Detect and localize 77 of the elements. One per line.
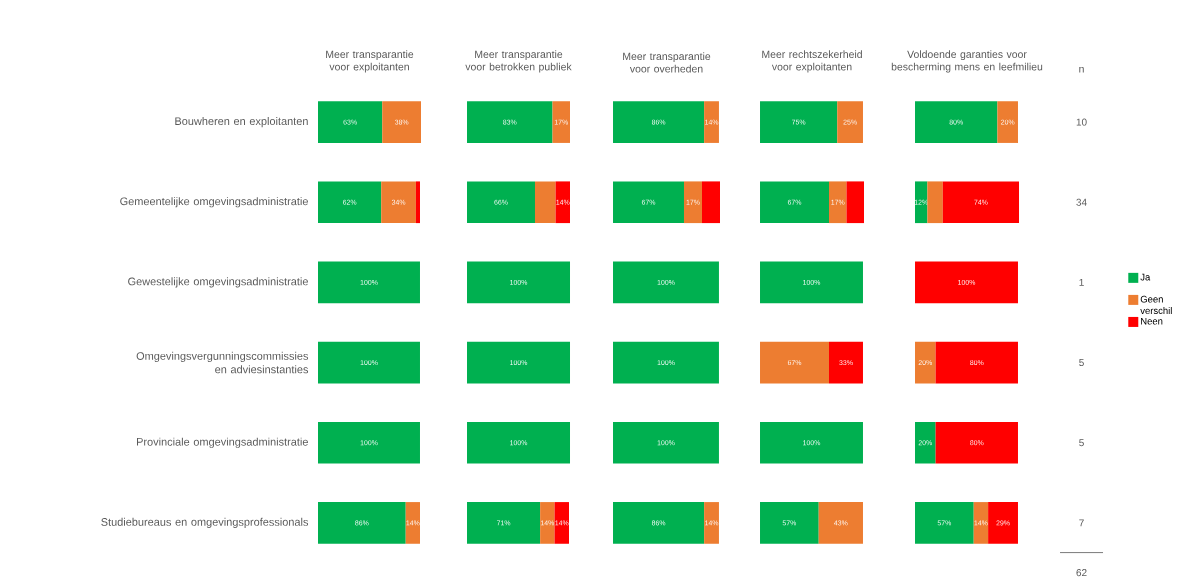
bar [683, 181, 702, 224]
bar [760, 261, 863, 304]
text: n [1079, 66, 1084, 73]
bar [467, 261, 571, 304]
bar [467, 421, 571, 464]
bar [760, 421, 863, 464]
y-tick-label: Bouwheren en exploitanten [175, 116, 308, 128]
bar [829, 181, 847, 224]
bar [318, 261, 420, 304]
bar [704, 502, 719, 544]
bar [760, 181, 829, 224]
bar [915, 421, 936, 464]
chart-title: Meer transparantie voor betrokken publiek [465, 50, 572, 73]
bar [382, 101, 421, 143]
bar [760, 341, 829, 384]
bar [467, 101, 553, 143]
legend-label: Neen [1141, 317, 1163, 325]
bar [613, 101, 705, 143]
bar [467, 181, 535, 224]
data-label: 10 [1076, 118, 1087, 126]
y-tick-label: Provinciale omgevingsadministratie [137, 437, 308, 448]
bar [381, 181, 416, 224]
bar [760, 101, 838, 143]
bar [704, 101, 719, 143]
bar [415, 181, 420, 224]
y-tick-label: Gewestelijke omgevingsadministratie [128, 277, 308, 288]
bar [915, 261, 1018, 304]
bar [935, 341, 1018, 384]
bar [540, 502, 555, 544]
bar [467, 341, 571, 384]
text: 62 [1076, 569, 1087, 577]
bar [818, 502, 863, 544]
bar [405, 502, 420, 544]
bar [613, 421, 719, 464]
bar [935, 421, 1018, 464]
bar [702, 181, 721, 224]
bar [997, 101, 1018, 143]
bar [915, 502, 974, 544]
bar [927, 181, 943, 224]
y-tick-label: Gemeentelijke omgevingsadministratie [120, 197, 308, 208]
bar [318, 341, 420, 384]
chart-title: Meer transparantie voor overheden [623, 52, 711, 73]
data-label: 5 [1079, 359, 1084, 367]
bar [555, 181, 571, 224]
data-label: 1 [1079, 278, 1084, 286]
chart-title: Meer transparantie voor exploitanten [326, 50, 414, 73]
bar [829, 341, 863, 384]
bar [613, 502, 705, 544]
chart-title: Voldoende garanties voor bescherming mens en leefmilieu [891, 50, 1043, 73]
legend-label: Geen verschil [1140, 295, 1172, 315]
bar [942, 181, 1020, 224]
data-label: 7 [1079, 519, 1084, 527]
bar [318, 502, 406, 544]
bar [318, 101, 383, 143]
bar [988, 502, 1018, 544]
bar [613, 341, 719, 384]
bar [915, 181, 928, 224]
bar [318, 421, 420, 464]
bar [554, 502, 569, 544]
bar [613, 261, 719, 304]
bar [973, 502, 989, 544]
bar [837, 101, 863, 143]
bar [534, 181, 556, 224]
bar [467, 502, 541, 544]
y-tick-label: Omgevingsvergunningscommissies en adviesinstanties [136, 351, 309, 374]
bar [318, 181, 382, 224]
bar [760, 502, 819, 544]
bar [613, 181, 684, 224]
y-tick-label: Studiebureaus en omgevingsprofessionals [101, 517, 309, 529]
data-label: 5 [1079, 439, 1084, 447]
bar [915, 101, 998, 143]
legend-label: Ja [1140, 273, 1151, 281]
bar [846, 181, 865, 224]
chart-title: Meer rechtszekerheid voor exploitanten [762, 50, 862, 73]
bar [915, 341, 936, 384]
data-label: 34 [1076, 198, 1087, 206]
bar [552, 101, 571, 143]
